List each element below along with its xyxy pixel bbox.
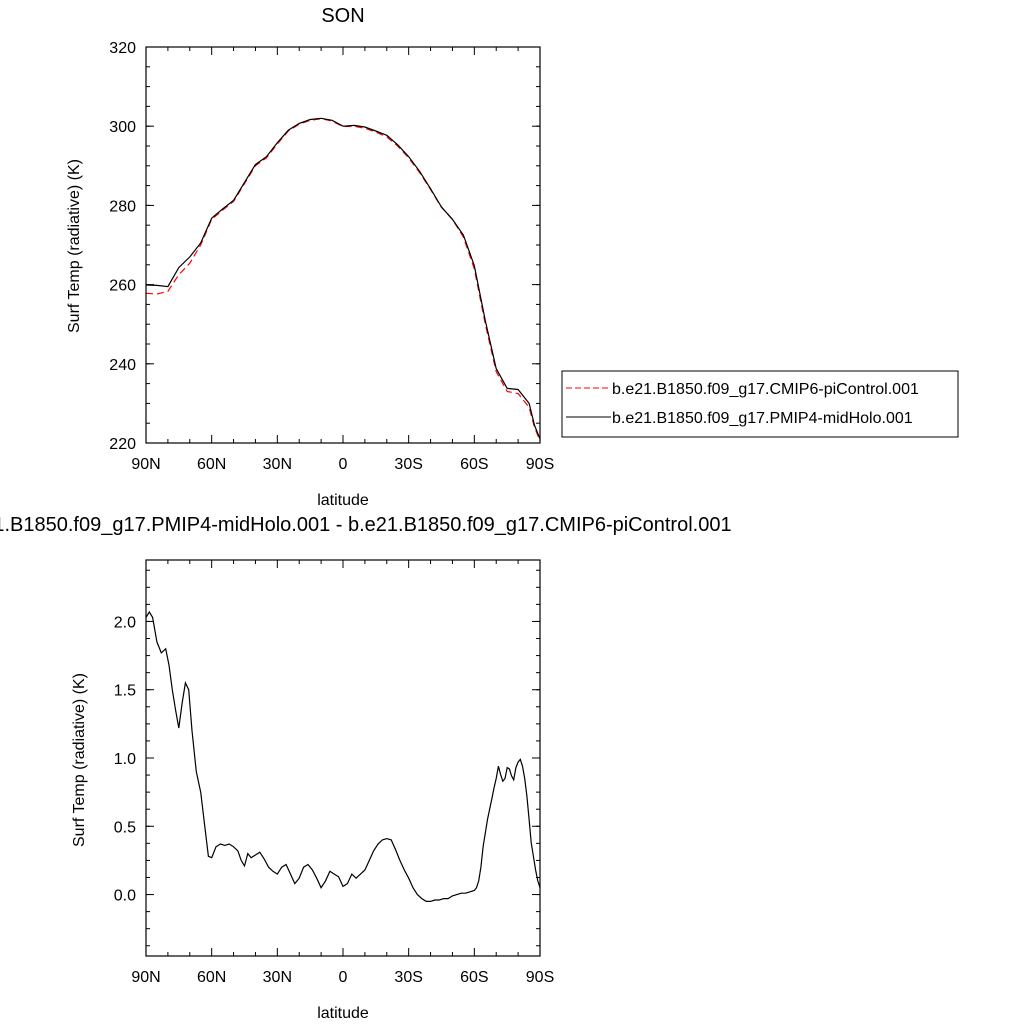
x-tick-label: 90N	[131, 456, 160, 473]
y-tick-label: 300	[109, 119, 136, 136]
bottom-axis-ticks: 90N 60N 30N 0 30S 60S 90S 0.0 0.5 1.0 1.5 2.0	[114, 560, 554, 986]
y-tick-label: 260	[109, 278, 136, 295]
x-tick-label: 0	[339, 456, 348, 473]
bottom-plot-frame	[145, 559, 541, 957]
y-tick-label: 1.0	[114, 751, 136, 768]
y-tick-label: 240	[109, 357, 136, 374]
top-plot-frame	[145, 46, 541, 444]
bottom-chart-title: b.e21.B1850.f09_g17.PMIP4-midHolo.001 - …	[0, 514, 732, 536]
x-tick-label: 60N	[197, 456, 226, 473]
x-tick-label: 30N	[263, 456, 292, 473]
top-axis-ticks: 90N 60N 30N 0 30S 60S 90S 220 240 260 280 300 320	[109, 40, 554, 473]
x-tick-label: 90N	[131, 969, 160, 986]
top-x-axis-label: latitude	[317, 492, 369, 509]
x-tick-label: 60S	[460, 456, 488, 473]
legend-piControl-label: b.e21.B1850.f09_g17.CMIP6-piControl.001	[612, 381, 919, 398]
y-tick-label: 2.0	[114, 614, 136, 631]
top-chart-title: SON	[321, 5, 364, 27]
x-tick-label: 90S	[526, 456, 554, 473]
x-tick-label: 30S	[394, 969, 422, 986]
x-tick-label: 0	[339, 969, 348, 986]
top-series-line-2	[145, 117, 541, 440]
x-tick-label: 30N	[263, 969, 292, 986]
top-series-layer	[145, 117, 541, 442]
y-tick-label: 320	[109, 40, 136, 57]
y-tick-label: 0.0	[114, 888, 136, 905]
bottom-series-line-1	[145, 610, 541, 903]
bottom-x-axis-label: latitude	[317, 1005, 369, 1022]
legend-midHolo-label: b.e21.B1850.f09_g17.PMIP4-midHolo.001	[612, 410, 913, 427]
x-tick-label: 90S	[526, 969, 554, 986]
x-tick-label: 30S	[394, 456, 422, 473]
top-y-axis-label: Surf Temp (radiative) (K)	[66, 159, 83, 333]
top-legend: b.e21.B1850.f09_g17.CMIP6-piControl.001 …	[561, 370, 959, 438]
panel-top: SON Surf Temp (radiative) (K) latitude 9…	[66, 5, 959, 509]
x-tick-label: 60N	[197, 969, 226, 986]
y-tick-label: 0.5	[114, 819, 136, 836]
y-tick-label: 1.5	[114, 683, 136, 700]
top-series-line-1	[145, 118, 541, 442]
x-tick-label: 60S	[460, 969, 488, 986]
bottom-series-layer	[145, 610, 541, 903]
panel-bottom: b.e21.B1850.f09_g17.PMIP4-midHolo.001 - …	[0, 514, 732, 1022]
y-tick-label: 220	[109, 436, 136, 453]
legend-box	[561, 370, 959, 438]
y-tick-label: 280	[109, 198, 136, 215]
bottom-y-axis-label: Surf Temp (radiative) (K)	[71, 673, 88, 847]
